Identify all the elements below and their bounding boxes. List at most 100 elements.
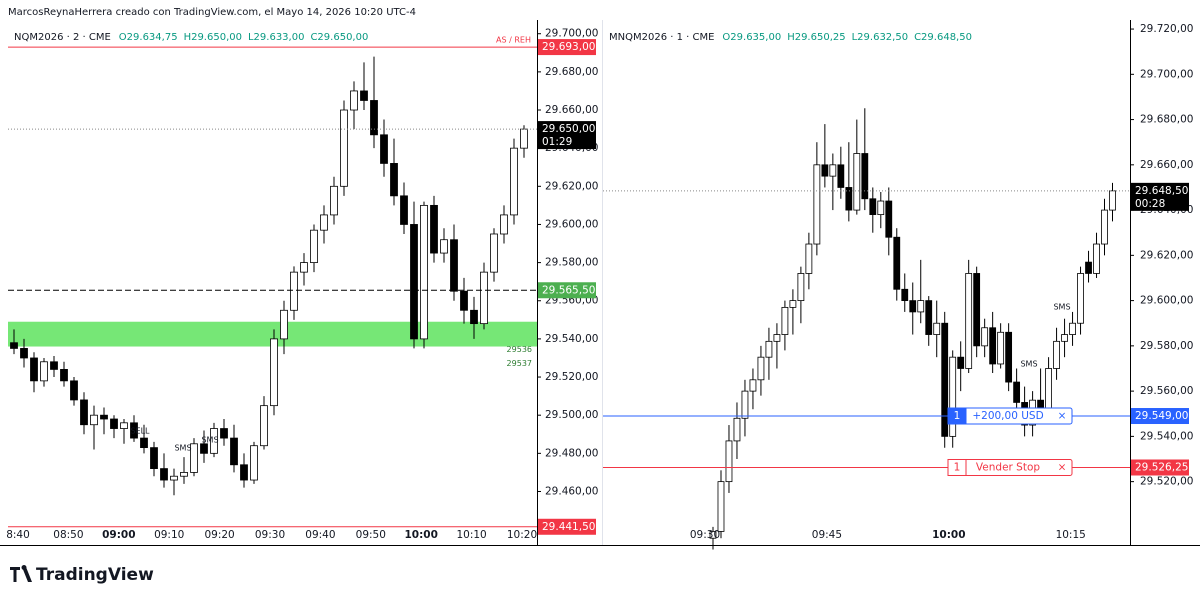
candle-body bbox=[1109, 190, 1116, 211]
candle-body bbox=[1093, 243, 1100, 274]
candle-body bbox=[200, 443, 208, 454]
candle-body bbox=[270, 338, 278, 407]
candle-body bbox=[837, 164, 845, 188]
candle-body bbox=[150, 447, 158, 469]
x-tick-label: 10:15 bbox=[1056, 529, 1086, 541]
y-tick-label: 29.680,00 bbox=[545, 66, 598, 78]
candle-body bbox=[440, 239, 448, 254]
candle-body bbox=[240, 464, 248, 481]
x-tick-label: 09:00 bbox=[102, 529, 135, 541]
ohlc-value: O29.634,75 bbox=[119, 32, 178, 43]
candle-body bbox=[100, 414, 108, 420]
candle-body bbox=[90, 414, 98, 426]
candle-body bbox=[410, 224, 418, 340]
y-tick-label: 29.540,00 bbox=[1140, 430, 1193, 442]
candle-body bbox=[210, 428, 218, 454]
candle-body bbox=[949, 356, 957, 437]
candle-body bbox=[490, 233, 498, 273]
candle-body bbox=[420, 204, 428, 340]
annotation: SELL bbox=[130, 427, 150, 436]
candle-body bbox=[480, 271, 488, 325]
x-tick-label: 09:30 bbox=[255, 529, 285, 541]
current-price-label: 29.650,00 bbox=[542, 123, 595, 135]
order-qty: 1 bbox=[954, 461, 961, 473]
candle-body bbox=[320, 214, 328, 231]
price-label-bg bbox=[538, 518, 596, 535]
y-tick-label: 29.620,00 bbox=[545, 180, 598, 192]
x-tick-label: 09:10 bbox=[154, 529, 184, 541]
candle-body bbox=[80, 399, 88, 426]
order-cancel[interactable]: × bbox=[1058, 410, 1067, 422]
candle-body bbox=[120, 422, 128, 429]
candle-body bbox=[20, 348, 28, 359]
annotation: SMS bbox=[1020, 360, 1037, 369]
candle-body bbox=[180, 472, 188, 477]
logo: TradingView bbox=[10, 564, 154, 585]
candle-body bbox=[230, 437, 238, 466]
ohlc-value: L29.632,50 bbox=[852, 32, 908, 43]
ohlc-value: H29.650,00 bbox=[184, 32, 242, 43]
candle-body bbox=[789, 300, 797, 308]
candle-body bbox=[1053, 340, 1060, 369]
candle-body bbox=[797, 273, 805, 302]
candle-body bbox=[765, 340, 773, 358]
y-tick-label: 29.700,00 bbox=[1140, 68, 1193, 80]
price-label: 29.441,50 bbox=[542, 521, 595, 533]
countdown: 01:29 bbox=[542, 136, 572, 148]
candle-body bbox=[330, 185, 338, 216]
candle-body bbox=[260, 405, 268, 447]
ohlc-value: O29.635,00 bbox=[722, 32, 781, 43]
candle-body bbox=[885, 200, 893, 238]
x-tick-label: 8:40 bbox=[6, 529, 30, 541]
annotation: SMS bbox=[1053, 303, 1070, 312]
brand: TradingView bbox=[36, 565, 154, 585]
candle-body bbox=[190, 443, 198, 473]
candle-body bbox=[280, 309, 288, 340]
candle-body bbox=[1085, 261, 1092, 274]
y-tick-label: 29.580,00 bbox=[545, 257, 598, 269]
candle-body bbox=[725, 440, 733, 483]
y-tick-label: 29.660,00 bbox=[1140, 159, 1193, 171]
candle-body bbox=[877, 200, 885, 216]
candle-body bbox=[861, 153, 869, 200]
candle-body bbox=[749, 379, 757, 392]
price-label: 29.526,25 bbox=[1135, 461, 1188, 473]
y-tick-label: 29.520,00 bbox=[1140, 476, 1193, 488]
candle-body bbox=[973, 273, 981, 347]
candle-body bbox=[781, 306, 789, 335]
candle-body bbox=[893, 236, 901, 290]
zone-label: 29537 bbox=[507, 359, 532, 368]
x-tick-label: 09:20 bbox=[204, 529, 234, 541]
candle-body bbox=[170, 475, 178, 481]
y-tick-label: 29.460,00 bbox=[545, 485, 598, 497]
candle-body bbox=[989, 327, 997, 365]
credit: MarcosReynaHerrera creado con TradingVie… bbox=[8, 7, 416, 18]
price-label-bg bbox=[538, 282, 596, 299]
candle-body bbox=[717, 481, 725, 532]
plot-area bbox=[709, 108, 1116, 550]
candle-body bbox=[460, 290, 468, 311]
candle-body bbox=[70, 380, 78, 401]
y-tick-label: 29.660,00 bbox=[545, 104, 598, 116]
candle-body bbox=[380, 134, 388, 164]
candle-body bbox=[370, 100, 378, 136]
candle-body bbox=[160, 468, 168, 481]
candle-body bbox=[60, 369, 68, 382]
candle-body bbox=[450, 239, 458, 292]
candle-body bbox=[845, 187, 853, 211]
plot-area bbox=[8, 56, 537, 496]
candle-body bbox=[917, 300, 925, 313]
y-tick-label: 29.600,00 bbox=[1140, 295, 1193, 307]
current-price-bg bbox=[538, 121, 596, 150]
candle-body bbox=[520, 128, 528, 149]
price-label-bg bbox=[1131, 459, 1189, 476]
candle-body bbox=[310, 229, 318, 264]
candle-body bbox=[220, 428, 228, 439]
y-tick-label: 29.620,00 bbox=[1140, 249, 1193, 261]
y-tick-label: 29.700,00 bbox=[545, 28, 598, 40]
candle-body bbox=[1005, 331, 1013, 383]
price-label-bg bbox=[538, 39, 596, 56]
order-cancel[interactable]: × bbox=[1058, 461, 1067, 473]
candle-body bbox=[1069, 322, 1076, 335]
candle-body bbox=[773, 334, 781, 342]
